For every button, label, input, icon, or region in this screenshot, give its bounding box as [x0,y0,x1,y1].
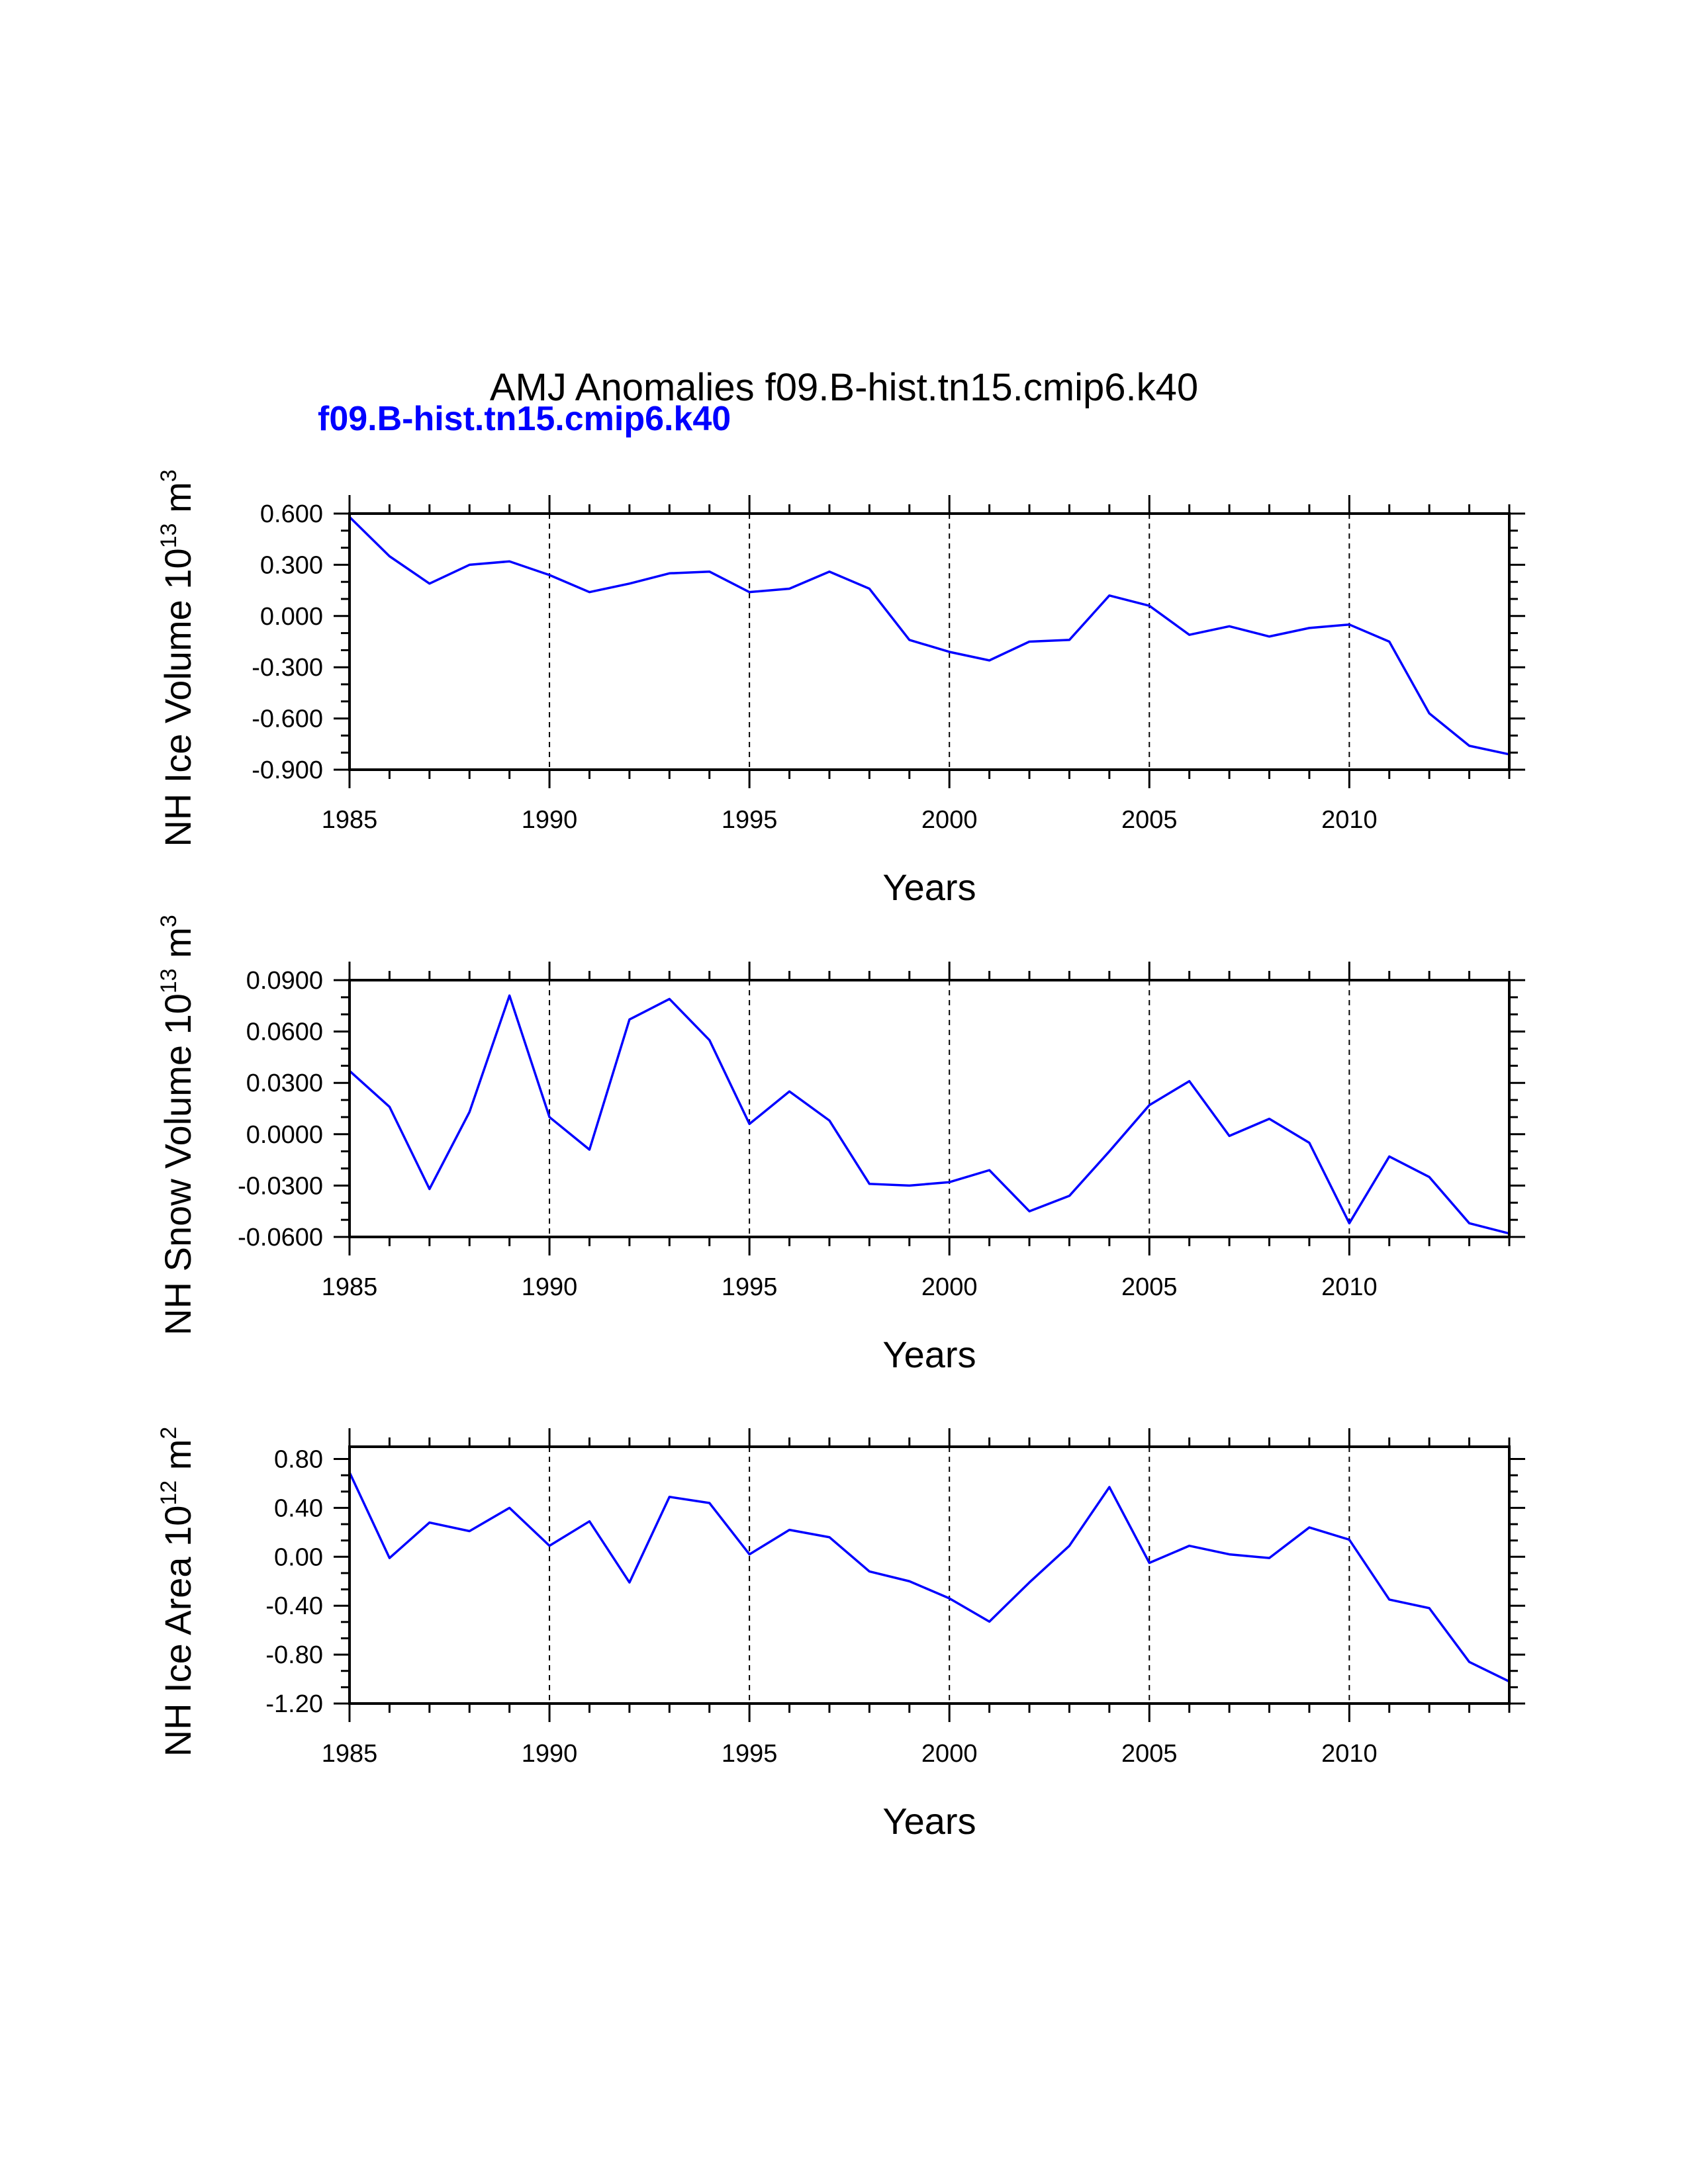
y-tick-label: -0.300 [252,654,323,682]
x-tick-label: 2005 [1121,1740,1178,1768]
x-tick-label: 2005 [1121,806,1178,834]
y-axis-title-ylabel: NH Snow Volume 10 [157,993,199,1336]
chart-panels: -0.900 -0.600 -0.300 0.000 0.300 0.600 1985 199… [156,469,1525,1842]
y-tick-label: 0.00 [274,1543,323,1571]
figure-subtitle: f09.B-hist.tn15.cmip6.k40 [318,400,731,438]
y-tick-label: -0.40 [265,1592,323,1620]
x-tick-label: 1995 [722,806,778,834]
y-tick-label: -0.0600 [238,1224,323,1251]
y-tick-label: 0.80 [274,1445,323,1473]
series-line [348,994,1510,1235]
y-tick-label: -1.20 [265,1690,323,1718]
panel-2: -0.0600 -0.0300 0.0000 0.0300 0.0600 0.0900 19… [156,915,1525,1375]
series-line [348,1472,1510,1683]
x-tick-label: 1990 [522,1273,578,1301]
x-tick-label: 1985 [322,806,378,834]
y-tick-label: 0.0900 [246,967,323,995]
x-tick-label: 1995 [722,1273,778,1301]
y-tick-label: -0.80 [265,1641,323,1669]
y-tick-label: 0.0600 [246,1019,323,1046]
y-tick-label: 0.0000 [246,1121,323,1149]
y-tick-label: 0.0300 [246,1069,323,1097]
plot-frame [348,1445,1511,1705]
y-axis-title: NH Snow Volume 1013 m3 [156,915,199,1336]
x-tick-label: 2010 [1321,1273,1378,1301]
y-axis-title: NH Ice Volume 1013 m3 [156,469,199,846]
x-tick-label: 1990 [522,806,578,834]
x-tick-label: 1995 [722,1740,778,1768]
figure-title: AMJ Anomalies f09.B-hist.tn15.cmip6.k40 [490,366,1198,409]
x-axis-title: Years [882,1800,976,1842]
y-axis-title-ylabel-exp: 12 [156,1480,181,1506]
x-tick-label: 1990 [522,1740,578,1768]
x-tick-label: 1985 [322,1273,378,1301]
y-axis-title-ylabel-unit: m [157,1439,199,1480]
y-axis-title-ylabel-exp: 13 [156,523,181,548]
y-axis-title-ylabel-unit-exp: 3 [156,469,181,482]
y-tick-label: -0.600 [252,705,323,733]
y-axis-title: NH Ice Area 1012 m2 [156,1427,199,1757]
y-axis-title-ylabel: NH Ice Area 10 [157,1506,199,1757]
y-axis-title-ylabel: NH Ice Volume 10 [157,548,199,846]
y-tick-label: 0.000 [260,603,323,631]
y-tick-label: 0.300 [260,551,323,579]
plot-frame [348,512,1511,771]
y-tick-label: 0.40 [274,1494,323,1522]
x-tick-label: 2010 [1321,1740,1378,1768]
y-axis-title-ylabel-unit: m [157,927,199,968]
y-axis-title-ylabel-unit: m [157,482,199,523]
x-axis-title: Years [882,1334,976,1375]
x-tick-label: 2010 [1321,806,1378,834]
y-tick-label: 0.600 [260,500,323,528]
y-axis-title-ylabel-exp: 13 [156,968,181,993]
x-tick-label: 2000 [921,1740,978,1768]
y-tick-label: -0.900 [252,756,323,784]
x-tick-label: 2005 [1121,1273,1178,1301]
x-tick-label: 2000 [921,806,978,834]
x-axis-title: Years [882,866,976,908]
y-tick-label: -0.0300 [238,1172,323,1200]
x-tick-label: 2000 [921,1273,978,1301]
panel-1: -0.900 -0.600 -0.300 0.000 0.300 0.600 1985 199… [156,469,1525,908]
y-axis-title-ylabel-unit-exp: 3 [156,915,181,927]
y-axis-title-ylabel-unit-exp: 2 [156,1427,181,1439]
x-tick-label: 1985 [322,1740,378,1768]
series-line [348,516,1510,756]
panel-3: -1.20 -0.80 -0.40 0.00 0.40 0.80 1985 1990 1995 2… [156,1427,1525,1842]
plot-frame [348,979,1511,1238]
